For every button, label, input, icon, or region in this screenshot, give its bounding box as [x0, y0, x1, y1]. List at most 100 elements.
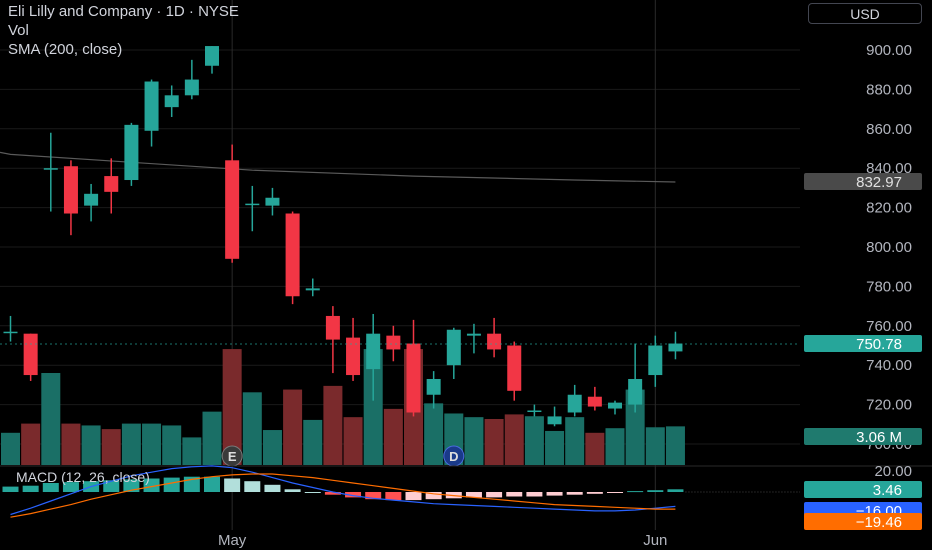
sma-value-badge: 832.97 — [804, 173, 922, 191]
macd-histogram-bar — [627, 491, 644, 493]
volume-bar — [81, 425, 101, 465]
candle-body — [144, 81, 159, 131]
macd-histogram-bar — [62, 482, 79, 492]
macd-histogram-bar — [607, 492, 623, 493]
volume-bar — [101, 429, 121, 465]
signal-value-badge-bg — [804, 513, 922, 530]
histogram-badge-text: 3.46 — [873, 482, 902, 499]
candle-body — [487, 333, 502, 350]
volume-bar — [162, 425, 182, 465]
macd-histogram-bar — [143, 478, 160, 492]
candle — [124, 122, 139, 186]
sma-value-badge-bg — [804, 173, 922, 191]
macd-histogram-bar — [123, 479, 140, 492]
candle-body — [668, 343, 683, 352]
macd-histogram-bar — [264, 484, 281, 492]
candle-body — [184, 79, 199, 96]
volume-badge: 3.06 M — [804, 428, 922, 446]
macd-histogram-bar — [345, 492, 362, 498]
candle-body — [527, 410, 542, 413]
macd-histogram-bar — [405, 492, 422, 501]
candle-body — [628, 378, 643, 405]
candle — [567, 384, 582, 417]
candle — [84, 183, 99, 222]
volume-label[interactable]: Vol — [8, 22, 29, 39]
candle-body — [205, 46, 219, 66]
volume-bar — [142, 423, 162, 465]
volume-bar — [262, 430, 282, 465]
sma-label[interactable]: SMA (200, close) — [8, 41, 123, 58]
candle-body — [587, 396, 602, 407]
volume-bar — [665, 426, 685, 465]
macd-histogram-bar — [163, 477, 180, 492]
candle-body — [386, 335, 401, 350]
macd-histogram-bar — [667, 489, 684, 492]
macd-histogram-bar — [566, 492, 583, 495]
volume-bar — [182, 437, 202, 465]
volume-bar — [625, 389, 645, 465]
candle-body — [547, 416, 562, 425]
candle-body — [346, 337, 361, 376]
volume-bar — [565, 417, 585, 465]
macd-line — [10, 465, 676, 516]
macd-histogram-bar — [244, 481, 261, 492]
candle-body — [265, 197, 280, 206]
candle — [104, 158, 119, 214]
last-price-badge-bg — [804, 334, 922, 352]
volume-badge-bg — [804, 428, 922, 445]
price-axis-label: 900.00 — [866, 42, 912, 59]
candle-body — [225, 160, 240, 259]
dividend-marker: D — [443, 445, 465, 467]
price-axis-label: 860.00 — [866, 121, 912, 138]
macd-histogram-bar — [324, 492, 341, 495]
macd-histogram-bar — [304, 492, 321, 493]
time-axis-label: Jun — [643, 532, 667, 549]
currency-selector[interactable]: USD — [808, 3, 922, 24]
macd-histogram-bar — [486, 492, 503, 498]
macd-histogram-bar — [526, 492, 543, 497]
volume-bar — [283, 389, 303, 465]
signal-value-badge-text: −19.46 — [856, 514, 902, 531]
candle — [43, 132, 58, 212]
macd-label[interactable]: MACD (12, 26, close) — [16, 469, 150, 485]
macd-histogram-bar — [506, 492, 523, 497]
candle-body — [245, 203, 260, 206]
price-axis-label: 820.00 — [866, 200, 912, 217]
volume-bar — [383, 408, 403, 465]
candle — [265, 187, 280, 216]
volume-bar — [484, 419, 504, 465]
candle — [184, 59, 199, 100]
candle — [527, 404, 542, 417]
candle — [507, 341, 522, 401]
volume-bar — [464, 417, 484, 465]
volume-bar — [222, 349, 242, 465]
volume-bar — [41, 373, 61, 465]
candle-body — [648, 345, 663, 376]
dividend-letter: D — [449, 449, 458, 464]
last-price-badge: 750.78 — [804, 334, 922, 353]
candle-body — [426, 378, 441, 395]
candle — [547, 406, 562, 427]
candle — [245, 185, 260, 232]
symbol-title[interactable]: Eli Lilly and Company · 1D · NYSE — [8, 3, 239, 20]
sma-line — [0, 151, 676, 183]
volume-badge-text: 3.06 M — [856, 429, 902, 446]
volume-bar — [545, 430, 565, 465]
last-price-badge-text: 750.78 — [856, 336, 902, 353]
candle-body — [446, 329, 461, 366]
candle — [144, 79, 159, 147]
volume-bar — [605, 428, 625, 465]
volume-bar — [645, 427, 665, 465]
price-axis-label: 880.00 — [866, 81, 912, 98]
candle-body — [567, 394, 582, 413]
macd-histogram-bar — [42, 483, 59, 492]
price-axis-label: 780.00 — [866, 278, 912, 295]
price-axis-label: 720.00 — [866, 397, 912, 414]
candle-body — [43, 168, 58, 170]
volume-bar — [524, 416, 544, 465]
volume-bar — [363, 349, 383, 465]
candle-body — [63, 166, 78, 214]
candle-body — [366, 333, 381, 370]
macd-histogram-bar — [2, 486, 19, 492]
